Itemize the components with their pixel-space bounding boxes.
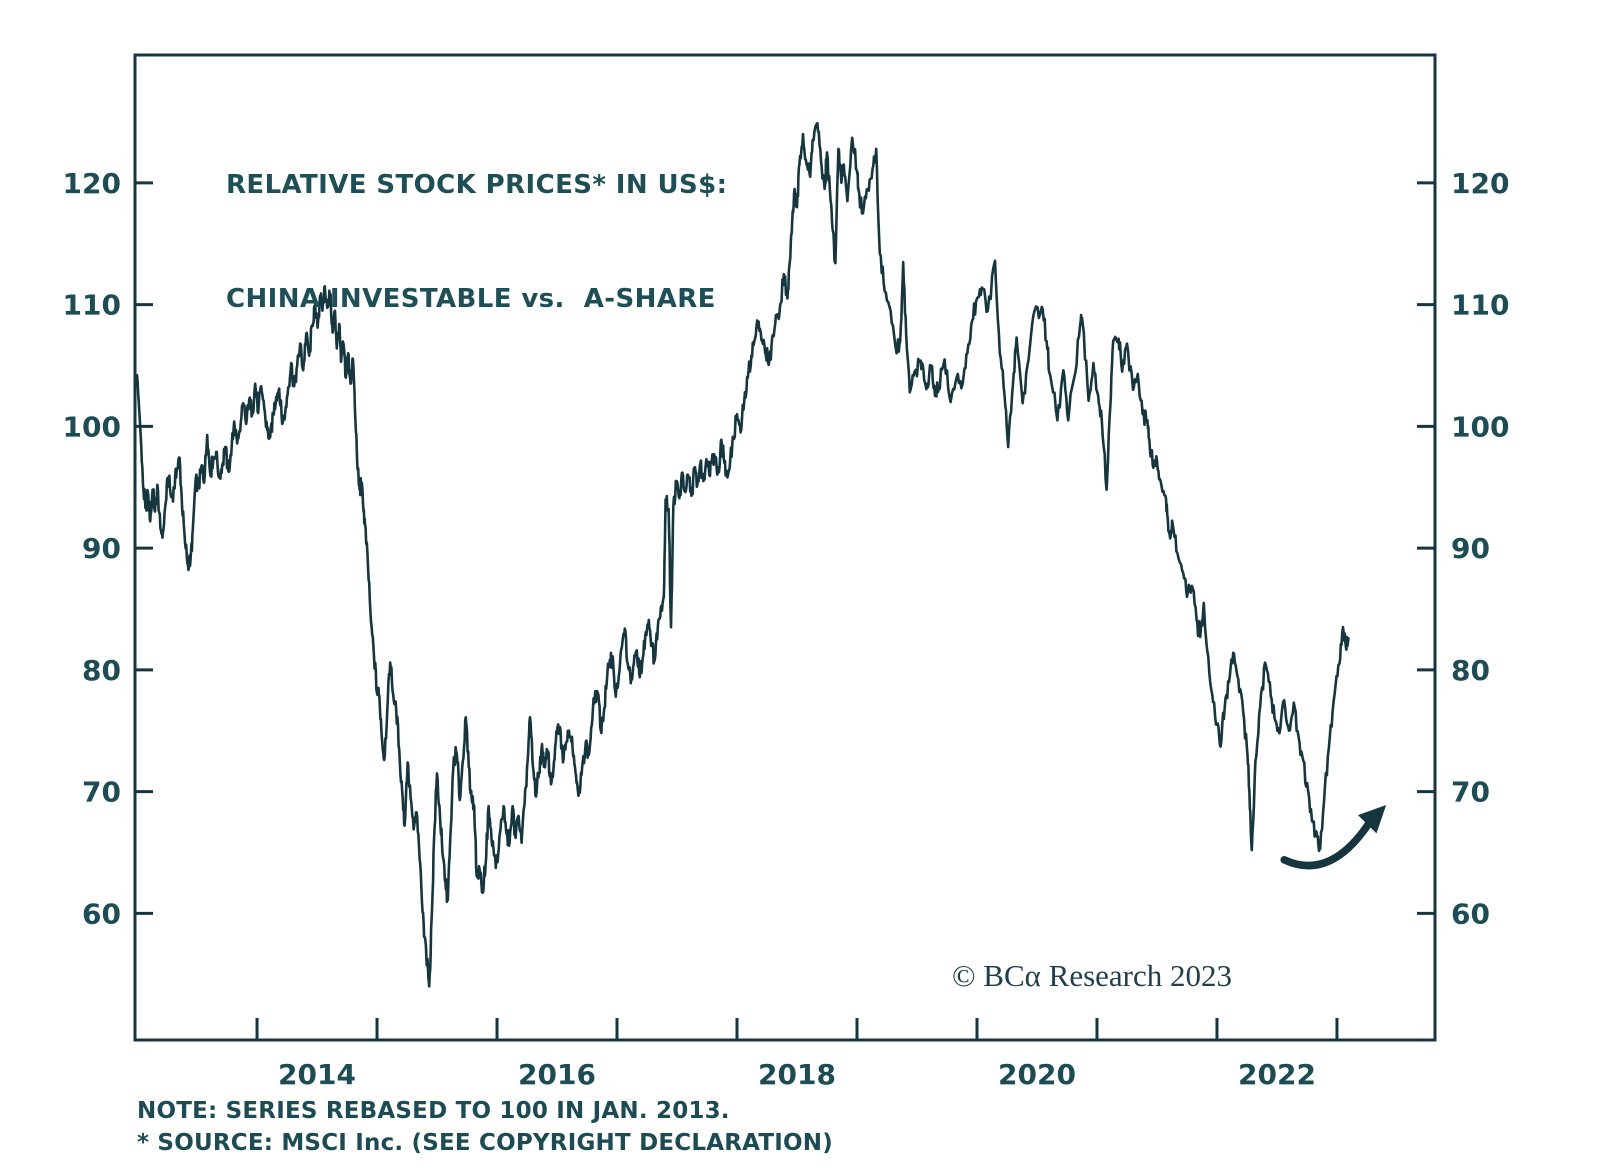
copyright-text: © BCα Research 2023 — [952, 958, 1232, 993]
y-axis-label-left: 110 — [63, 289, 121, 322]
y-axis-label-right: 110 — [1451, 289, 1509, 322]
y-axis-label-left: 70 — [82, 776, 121, 809]
y-axis-label-left: 120 — [63, 167, 121, 200]
x-axis-label: 2016 — [518, 1058, 596, 1091]
y-axis-label-left: 80 — [82, 654, 121, 687]
y-axis-label-right: 120 — [1451, 167, 1509, 200]
x-axis-label: 2014 — [278, 1058, 356, 1091]
trend-arrow-head — [1357, 805, 1387, 834]
y-axis-label-left: 90 — [82, 532, 121, 565]
y-axis-label-right: 100 — [1451, 410, 1509, 443]
chart-title-line1: RELATIVE STOCK PRICES* IN US$: — [226, 170, 728, 200]
x-axis-label: 2022 — [1238, 1058, 1316, 1091]
trend-arrow — [1280, 817, 1375, 870]
y-axis-label-left: 100 — [63, 410, 121, 443]
note-line2: * SOURCE: MSCI Inc. (SEE COPYRIGHT DECLA… — [137, 1130, 833, 1156]
y-axis-label-right: 70 — [1451, 776, 1490, 809]
series-line — [135, 121, 1350, 988]
y-axis-label-left: 60 — [82, 897, 121, 930]
chart-title-line2: CHINA INVESTABLE vs. A-SHARE — [226, 284, 716, 314]
y-axis-label-right: 90 — [1451, 532, 1490, 565]
y-axis-label-right: 80 — [1451, 654, 1490, 687]
y-axis-label-right: 60 — [1451, 897, 1490, 930]
x-axis-label: 2018 — [758, 1058, 836, 1091]
x-axis-label: 2020 — [998, 1058, 1076, 1091]
note-line1: NOTE: SERIES REBASED TO 100 IN JAN. 2013… — [137, 1098, 730, 1124]
chart-title: RELATIVE STOCK PRICES* IN US$: CHINA INV… — [226, 90, 727, 394]
